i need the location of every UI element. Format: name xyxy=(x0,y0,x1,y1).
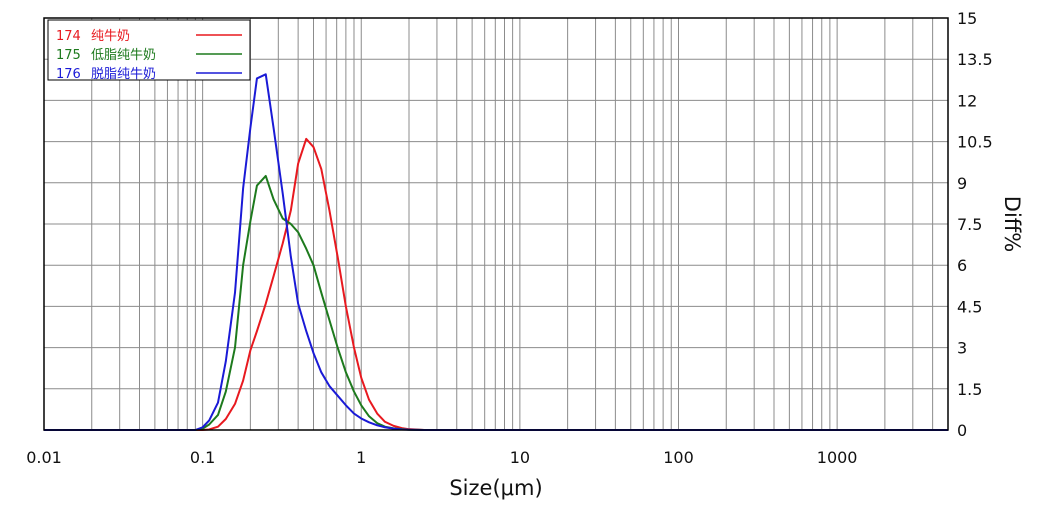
y-tick-label: 0 xyxy=(957,421,967,440)
y-tick-label: 6 xyxy=(957,256,967,275)
legend-id-176: 176 xyxy=(56,67,81,82)
y-tick-label: 4.5 xyxy=(957,297,982,316)
plot-frame xyxy=(43,17,949,431)
y-tick-labels: 0 1.5 3 4.5 6 7.5 9 10.5 12 13.5 15 xyxy=(957,9,993,440)
x-tick-label: 10 xyxy=(510,448,530,467)
y-tick-label: 15 xyxy=(957,9,977,28)
series-line-176 xyxy=(44,73,948,431)
legend-name-175: 低脂纯牛奶 xyxy=(91,48,156,63)
y-tick-label: 10.5 xyxy=(957,133,993,152)
x-tick-label: 0.1 xyxy=(190,448,215,467)
x-tick-label: 100 xyxy=(663,448,694,467)
x-tick-label: 1 xyxy=(356,448,366,467)
legend-name-174: 纯牛奶 xyxy=(91,29,130,44)
series-layer xyxy=(44,73,948,431)
y-tick-label: 9 xyxy=(957,174,967,193)
series-line-174 xyxy=(44,137,948,431)
x-tick-labels: 0.01 0.1 1 10 100 1000 xyxy=(26,448,857,467)
legend-id-175: 175 xyxy=(56,48,81,63)
y-tick-label: 1.5 xyxy=(957,380,982,399)
y-axis-title: Diff% xyxy=(1000,196,1024,252)
y-tick-label: 7.5 xyxy=(957,215,982,234)
y-tick-label: 3 xyxy=(957,339,967,358)
y-tick-label: 13.5 xyxy=(957,50,993,69)
x-axis-title: Size(μm) xyxy=(449,476,542,500)
legend-box xyxy=(47,19,251,81)
legend-name-176: 脱脂纯牛奶 xyxy=(91,67,156,82)
legend: 174 纯牛奶 175 低脂纯牛奶 176 脱脂纯牛奶 xyxy=(47,19,251,82)
y-tick-label: 12 xyxy=(957,91,977,110)
x-tick-label: 0.01 xyxy=(26,448,62,467)
legend-id-174: 174 xyxy=(56,29,81,44)
x-tick-label: 1000 xyxy=(817,448,858,467)
